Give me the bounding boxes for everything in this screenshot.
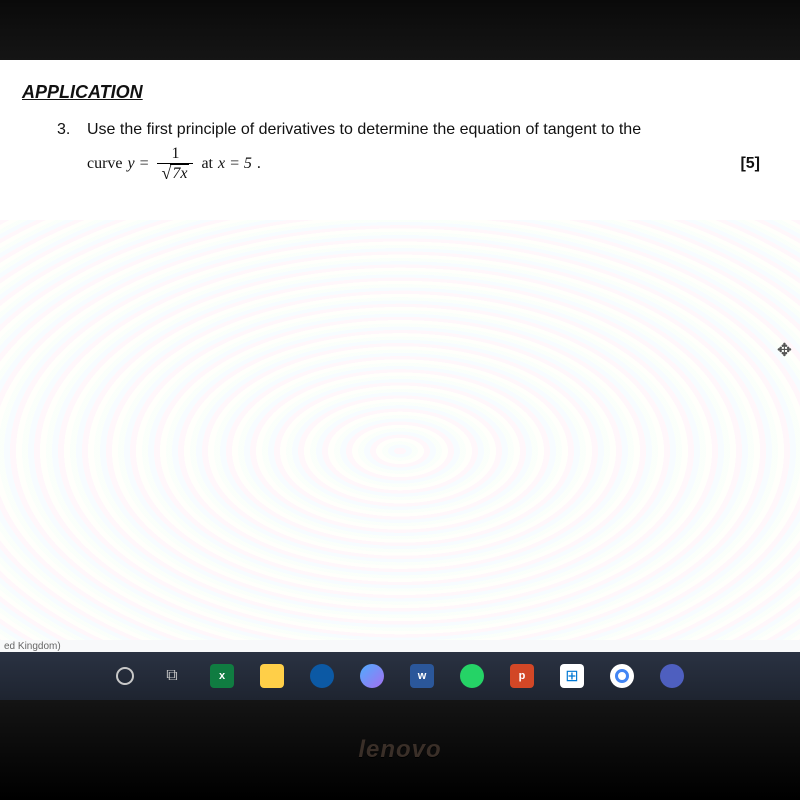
photos-icon[interactable] <box>360 664 384 688</box>
question-body: Use the first principle of derivatives t… <box>87 121 800 183</box>
monitor-brand-logo: lenovo <box>358 736 441 764</box>
document-page: APPLICATION 3. Use the first principle o… <box>0 60 800 640</box>
cortana-icon[interactable] <box>116 667 134 685</box>
period: . <box>257 155 261 173</box>
whatsapp-icon[interactable] <box>460 664 484 688</box>
powerpoint-icon[interactable]: p <box>510 664 534 688</box>
word-status-bar: ed Kingdom) <box>0 641 61 652</box>
screen-area: APPLICATION 3. Use the first principle o… <box>0 60 800 700</box>
question-block: 3. Use the first principle of derivative… <box>22 121 800 183</box>
curve-word: curve <box>87 155 123 173</box>
bezel-top <box>0 0 800 60</box>
section-heading: APPLICATION <box>22 82 800 103</box>
fraction-denominator: √ 7x <box>157 164 193 184</box>
marks-badge: [5] <box>740 155 760 173</box>
radicand: 7x <box>170 164 189 183</box>
y-equals: y = <box>128 155 150 173</box>
microsoft-store-icon[interactable]: ⊞ <box>560 664 584 688</box>
edge-icon[interactable] <box>310 664 334 688</box>
teams-icon[interactable] <box>660 664 684 688</box>
question-line-1: Use the first principle of derivatives t… <box>87 121 790 139</box>
screen-moire-artifact <box>0 220 800 640</box>
monitor-frame: APPLICATION 3. Use the first principle o… <box>0 0 800 800</box>
square-root: √ 7x <box>161 164 189 183</box>
question-line-2: curve y = 1 √ 7x <box>87 145 790 183</box>
move-cursor-icon: ✥ <box>777 340 792 361</box>
bezel-bottom: lenovo <box>0 700 800 800</box>
fraction-numerator: 1 <box>167 145 183 163</box>
windows-taskbar[interactable]: ⧉ x w p ⊞ <box>0 652 800 700</box>
question-number: 3. <box>57 121 77 139</box>
file-explorer-icon[interactable] <box>260 664 284 688</box>
chrome-icon[interactable] <box>610 664 634 688</box>
word-icon[interactable]: w <box>410 664 434 688</box>
math-expression: curve y = 1 √ 7x <box>87 145 261 183</box>
fraction: 1 √ 7x <box>157 145 193 183</box>
excel-icon[interactable]: x <box>210 664 234 688</box>
task-view-icon[interactable]: ⧉ <box>160 664 184 688</box>
at-word: at <box>201 155 213 173</box>
x-equals: x = 5 <box>218 155 252 173</box>
